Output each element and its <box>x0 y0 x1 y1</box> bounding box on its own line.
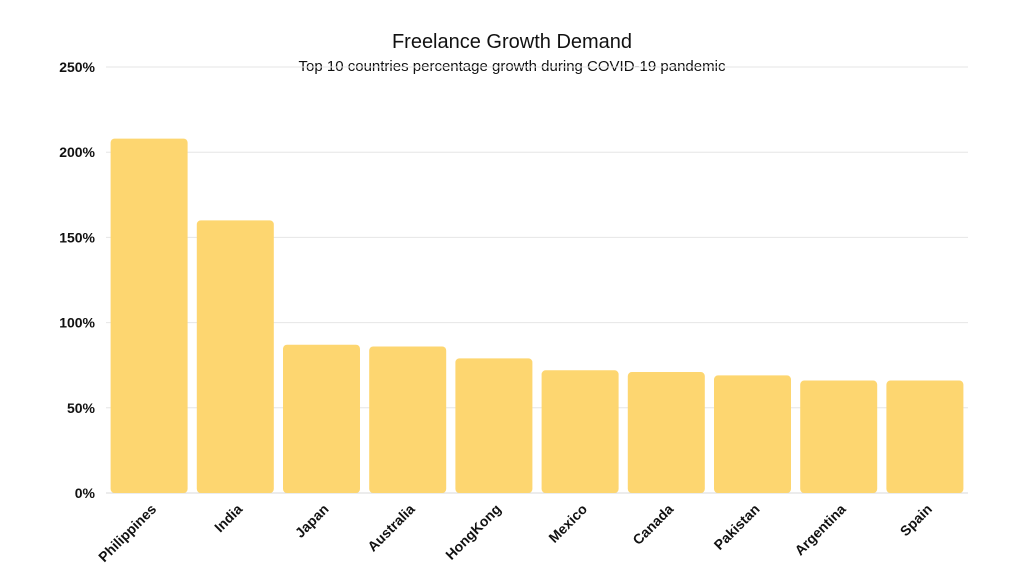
bars <box>110 138 964 494</box>
bar-canada <box>627 372 705 493</box>
y-axis-ticks: 0% 50% 100% 150% 200% 250% <box>59 59 95 501</box>
x-tick-label: Japan <box>292 501 332 541</box>
x-tick-label: Argentina <box>791 501 849 559</box>
y-tick-label: 50% <box>67 400 96 416</box>
x-tick-label: Australia <box>364 501 418 555</box>
bar-pakistan <box>714 375 791 493</box>
x-tick-label: Philippines <box>95 501 159 565</box>
y-tick-label: 0% <box>75 485 96 501</box>
bar-india <box>196 220 274 494</box>
bar-hongkong <box>455 358 533 493</box>
x-tick-label: HongKong <box>442 501 504 563</box>
y-tick-label: 200% <box>59 144 95 160</box>
x-tick-label: Canada <box>629 501 676 548</box>
y-tick-label: 150% <box>59 229 95 245</box>
y-tick-label: 100% <box>59 315 95 331</box>
bar-spain <box>886 380 964 493</box>
bar-argentina <box>800 380 878 493</box>
bar-japan <box>283 344 360 493</box>
chart-title: Freelance Growth Demand <box>391 31 633 53</box>
y-tick-label: 250% <box>59 59 95 75</box>
x-axis-ticks: Philippines India Japan Australia HongKong Me… <box>95 501 935 565</box>
bar-mexico <box>541 370 619 493</box>
x-tick-label: India <box>211 501 246 536</box>
x-tick-label: Mexico <box>545 501 590 546</box>
bar-australia <box>369 346 447 493</box>
x-tick-label: Spain <box>897 501 935 539</box>
bar-philippines <box>110 138 188 493</box>
x-tick-label: Pakistan <box>711 501 763 553</box>
